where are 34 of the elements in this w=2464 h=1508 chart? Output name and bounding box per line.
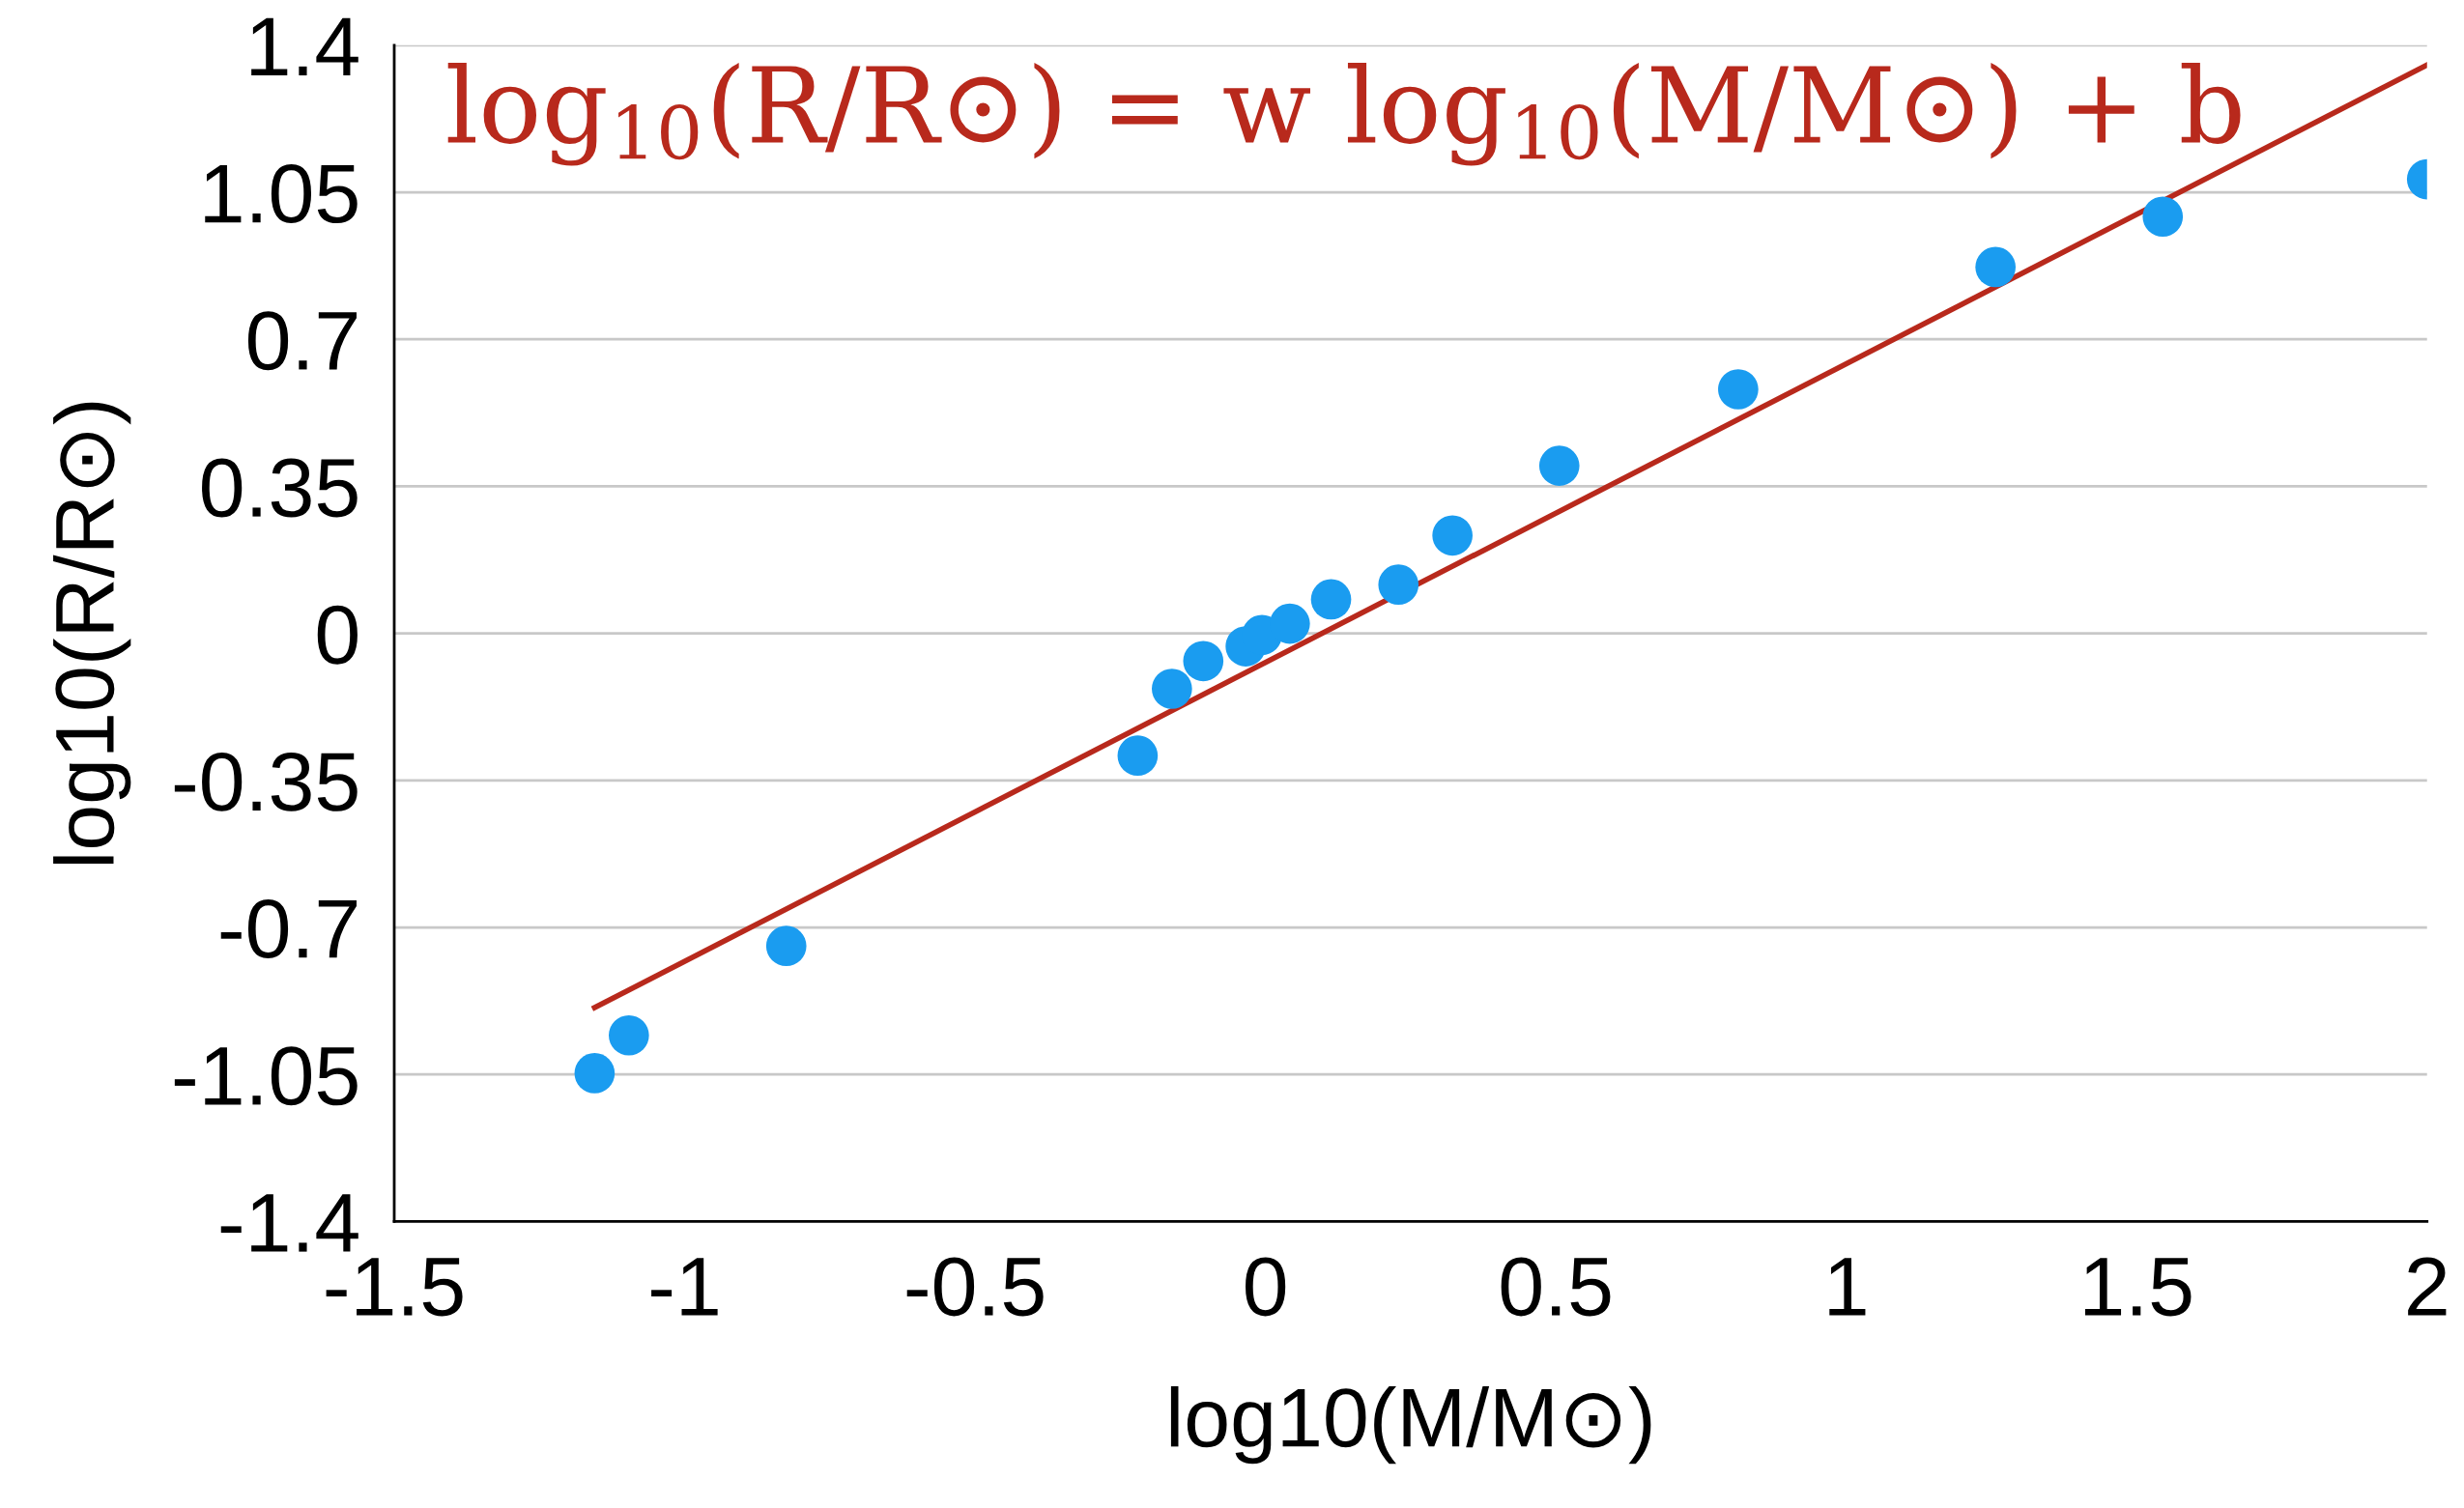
- x-tick-label: 0: [1246, 1257, 1286, 1317]
- point: [1538, 445, 1580, 486]
- point: [574, 1053, 616, 1094]
- y-tick-label: 0.7: [247, 311, 357, 371]
- x-tick-label: 1: [1829, 1258, 1866, 1316]
- x-tick-label: -0.5: [906, 1257, 1044, 1317]
- point: [765, 925, 807, 966]
- point: [609, 1014, 649, 1056]
- annotation: log$_{10}$(R/R⊙) = w log$_{10}$(M/M⊙) + b: [447, 63, 2241, 166]
- y-tick-label: -1.4: [220, 1194, 358, 1252]
- point: [1378, 564, 1419, 606]
- y-tick-label: -1.05: [174, 1046, 358, 1106]
- x-tick-label: 0.5: [1501, 1257, 1611, 1317]
- y-tick-label: 0.35: [202, 458, 358, 518]
- y-tick-label: -0.7: [220, 899, 357, 959]
- point: [1270, 603, 1310, 644]
- point: [1117, 735, 1159, 776]
- point: [1183, 640, 1224, 682]
- point: [1152, 669, 1192, 709]
- point: [2142, 196, 2184, 238]
- x-tick-label: -1.5: [326, 1258, 463, 1317]
- point: [1310, 579, 1352, 620]
- y-axis-title: log10(R/R⊙): [53, 402, 131, 865]
- y-tick-label: 1.4: [251, 17, 358, 76]
- point: [1718, 369, 1759, 410]
- point: [1432, 515, 1473, 556]
- point: [1975, 246, 2016, 288]
- y-tick-label: -0.35: [174, 752, 358, 811]
- y-tick-label: 1.05: [205, 164, 358, 224]
- y-tick-label: 0: [317, 605, 358, 665]
- x-tick-label: 2: [2408, 1257, 2447, 1316]
- x-axis-title: log10(M/M⊙): [1170, 1385, 1651, 1465]
- x-tick-label: -1: [651, 1258, 718, 1316]
- x-tick-label: 1.5: [2084, 1258, 2192, 1317]
